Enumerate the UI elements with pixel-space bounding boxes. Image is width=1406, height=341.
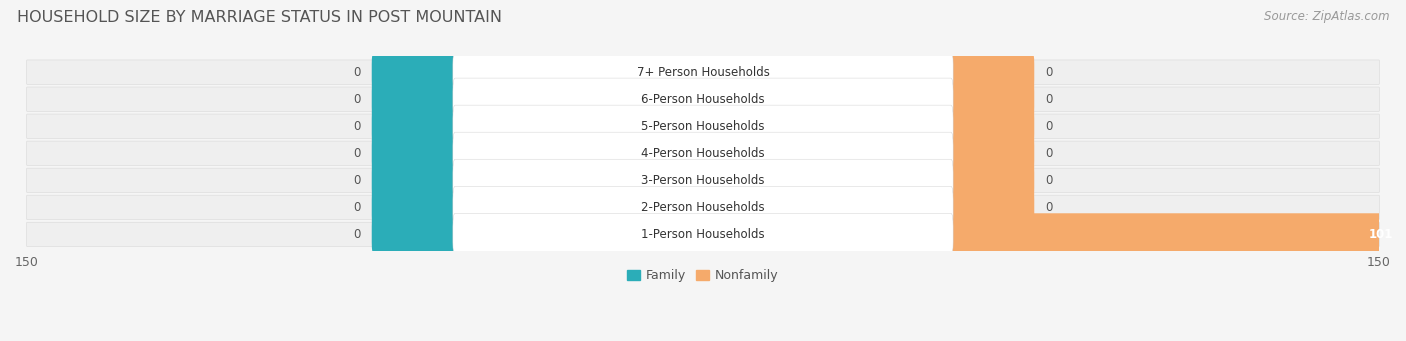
FancyBboxPatch shape [27,195,1379,220]
FancyBboxPatch shape [371,132,457,174]
Text: HOUSEHOLD SIZE BY MARRIAGE STATUS IN POST MOUNTAIN: HOUSEHOLD SIZE BY MARRIAGE STATUS IN POS… [17,10,502,25]
Text: 0: 0 [1046,93,1053,106]
FancyBboxPatch shape [371,213,457,255]
Text: 0: 0 [353,147,360,160]
Text: 2-Person Households: 2-Person Households [641,201,765,214]
Text: 0: 0 [353,93,360,106]
FancyBboxPatch shape [949,159,1035,202]
FancyBboxPatch shape [453,159,953,202]
FancyBboxPatch shape [371,78,457,120]
FancyBboxPatch shape [27,168,1379,192]
Text: 0: 0 [1046,201,1053,214]
FancyBboxPatch shape [371,159,457,202]
FancyBboxPatch shape [453,78,953,120]
FancyBboxPatch shape [27,222,1379,247]
FancyBboxPatch shape [949,213,1406,255]
FancyBboxPatch shape [371,51,457,93]
Text: 1-Person Households: 1-Person Households [641,228,765,241]
FancyBboxPatch shape [453,213,953,255]
Text: 7+ Person Households: 7+ Person Households [637,66,769,79]
Legend: Family, Nonfamily: Family, Nonfamily [623,264,783,287]
FancyBboxPatch shape [453,132,953,174]
Text: 0: 0 [353,66,360,79]
FancyBboxPatch shape [371,186,457,228]
FancyBboxPatch shape [949,78,1035,120]
FancyBboxPatch shape [27,60,1379,84]
FancyBboxPatch shape [949,186,1035,228]
Text: Source: ZipAtlas.com: Source: ZipAtlas.com [1264,10,1389,23]
Text: 0: 0 [353,228,360,241]
Text: 6-Person Households: 6-Person Households [641,93,765,106]
FancyBboxPatch shape [27,141,1379,165]
Text: 4-Person Households: 4-Person Households [641,147,765,160]
Text: 0: 0 [1046,120,1053,133]
FancyBboxPatch shape [371,105,457,147]
Text: 101: 101 [1368,228,1392,241]
FancyBboxPatch shape [949,132,1035,174]
FancyBboxPatch shape [453,186,953,228]
Text: 0: 0 [1046,147,1053,160]
Text: 0: 0 [353,201,360,214]
Text: 0: 0 [353,174,360,187]
Text: 5-Person Households: 5-Person Households [641,120,765,133]
FancyBboxPatch shape [27,114,1379,138]
FancyBboxPatch shape [949,105,1035,147]
Text: 3-Person Households: 3-Person Households [641,174,765,187]
FancyBboxPatch shape [27,87,1379,112]
FancyBboxPatch shape [949,51,1035,93]
Text: 0: 0 [353,120,360,133]
Text: 0: 0 [1046,66,1053,79]
FancyBboxPatch shape [453,51,953,93]
Text: 0: 0 [1046,174,1053,187]
FancyBboxPatch shape [453,105,953,147]
